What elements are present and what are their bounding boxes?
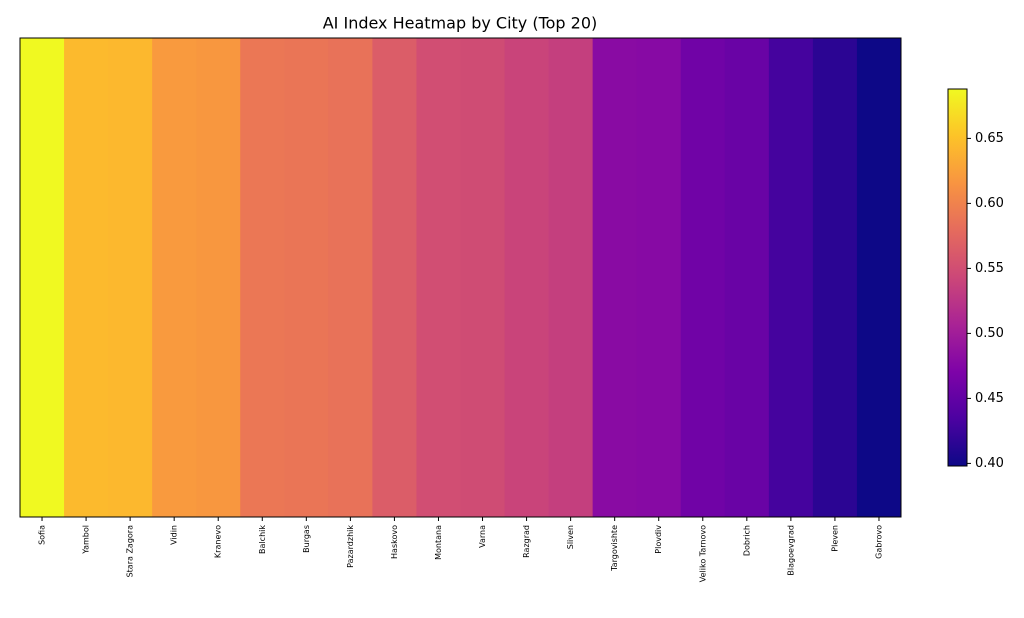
colorbar-tick-label: 0.50 [975, 326, 1004, 341]
colorbar-tick-label: 0.40 [975, 456, 1004, 471]
x-tick-label: Plovdiv [654, 525, 663, 554]
x-tick-label: Burgas [302, 525, 311, 553]
x-tick-label: Yambol [82, 525, 91, 555]
x-tick-label: Sliven [566, 525, 575, 549]
x-tick-label: Stara Zagora [126, 525, 135, 577]
heatmap-cell [64, 38, 109, 517]
x-tick-label: Razgrad [522, 525, 531, 558]
heatmap-cell [680, 38, 726, 517]
colorbar-tick-label: 0.55 [975, 261, 1004, 276]
heatmap-cell [768, 38, 814, 517]
heatmap-cell [416, 38, 461, 517]
x-tick-label: Veliko Tarnovo [698, 525, 707, 582]
heatmap-cell [636, 38, 682, 517]
x-tick-label: Montana [434, 525, 443, 560]
x-tick-label: Varna [478, 525, 487, 548]
heatmap-cell [460, 38, 506, 517]
heatmap-cell [240, 38, 285, 517]
colorbar [947, 88, 968, 467]
heatmap-cell [328, 38, 373, 517]
plot-frame [19, 37, 902, 518]
chart-title: AI Index Heatmap by City (Top 20) [323, 14, 598, 33]
heatmap-cell [592, 38, 638, 517]
x-tick-label: Balchik [258, 525, 267, 554]
heatmap-cell [812, 38, 858, 517]
heatmap-cell [548, 38, 594, 517]
x-tick-label: Gabrovo [874, 525, 883, 559]
heatmap-cell [108, 38, 153, 517]
colorbar-tick-label: 0.45 [975, 391, 1004, 406]
heatmap-cell [856, 38, 902, 517]
x-tick-label: Pazardzhik [346, 525, 355, 568]
x-tick-label: Targovishte [610, 525, 619, 572]
x-tick-label: Sofia [38, 525, 47, 545]
heatmap-cell [724, 38, 770, 517]
x-tick-label: Vidin [170, 525, 179, 545]
x-tick-label: Kranevo [214, 525, 223, 558]
heatmap-cell [152, 38, 197, 517]
heatmap-cell [196, 38, 241, 517]
heatmap-cell [284, 38, 329, 517]
heatmap-cell [504, 38, 550, 517]
heatmap-cell [372, 38, 417, 517]
x-tick-label: Pleven [830, 525, 839, 552]
x-tick-label: Haskovo [390, 525, 399, 559]
x-tick-label: Dobrich [742, 525, 751, 556]
colorbar-tick-label: 0.60 [975, 196, 1004, 211]
colorbar-tick-label: 0.65 [975, 131, 1004, 146]
x-tick-label: Blagoevgrad [786, 525, 795, 576]
heatmap-cell [20, 38, 65, 517]
